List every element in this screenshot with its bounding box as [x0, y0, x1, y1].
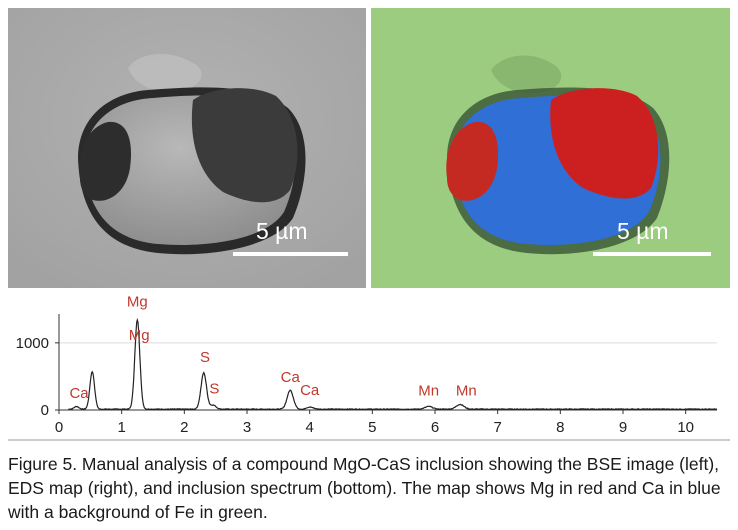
- chart-axes: [8, 314, 730, 441]
- bse-scale-label: 5 µm: [256, 218, 308, 244]
- x-tick-label: 1: [117, 419, 125, 436]
- y-tick-label: 0: [41, 402, 49, 419]
- eds-element-map: [371, 8, 730, 288]
- bse-micrograph: [8, 8, 366, 288]
- peak-label: Mn: [456, 383, 477, 400]
- x-tick-label: 3: [243, 419, 251, 436]
- x-tick-label: 0: [55, 419, 63, 436]
- peak-label: Ca: [281, 369, 301, 386]
- x-tick-label: 7: [493, 419, 501, 436]
- y-tick-label: 1000: [16, 335, 49, 352]
- peak-label: Mg: [127, 294, 148, 311]
- eds-scale-label: 5 µm: [617, 218, 669, 244]
- x-tick-label: 9: [619, 419, 627, 436]
- x-tick-label: 8: [556, 419, 564, 436]
- bse-scale-bar: [233, 252, 348, 256]
- x-tick-label: 4: [305, 419, 313, 436]
- chart-ticks: 0 1 2 3 4 5 6 7 8 9 10 0 1000: [16, 335, 694, 436]
- peak-label: S: [209, 381, 219, 398]
- x-tick-label: 10: [677, 419, 694, 436]
- x-tick-label: 5: [368, 419, 376, 436]
- spectrum-trace: [68, 317, 718, 411]
- figure-caption: Figure 5. Manual analysis of a compound …: [8, 454, 721, 522]
- peak-label: Mg: [129, 327, 150, 344]
- peak-label: Ca: [300, 382, 320, 399]
- peak-label: S: [200, 349, 210, 366]
- peak-label: Ca: [69, 385, 89, 402]
- x-tick-label: 2: [180, 419, 188, 436]
- eds-map: 5 µm: [371, 8, 730, 288]
- bse-image: 5 µm: [8, 8, 366, 288]
- eds-scale-bar: [593, 252, 711, 256]
- peak-label: Mn: [418, 383, 439, 400]
- x-tick-label: 6: [431, 419, 439, 436]
